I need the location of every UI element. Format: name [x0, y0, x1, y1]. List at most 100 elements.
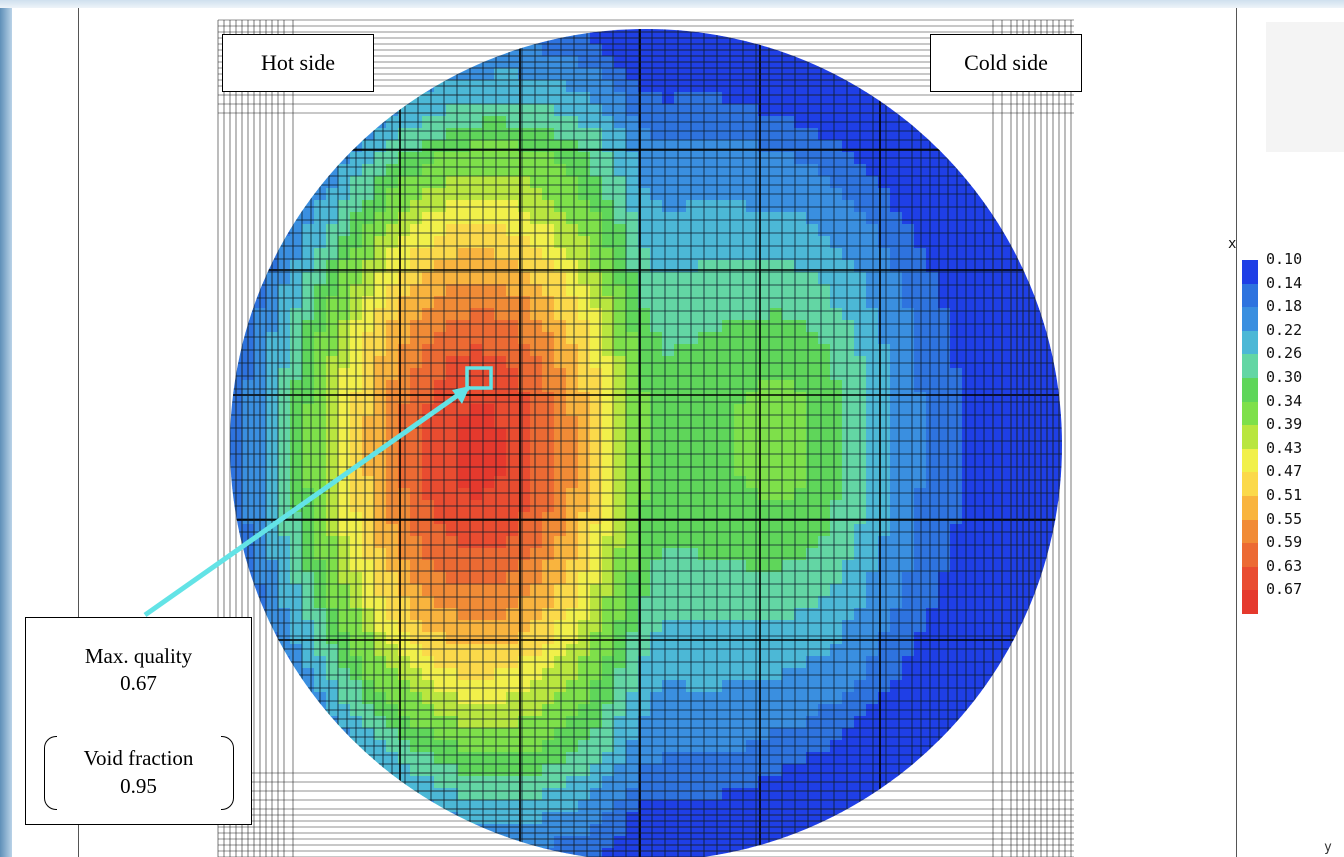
contour-cell: [962, 632, 975, 645]
contour-cell: [590, 620, 603, 633]
contour-cell: [614, 476, 627, 489]
contour-cell: [1034, 236, 1047, 249]
contour-cell: [1070, 368, 1083, 381]
contour-cell: [770, 416, 783, 429]
contour-cell: [938, 212, 951, 225]
contour-cell: [386, 836, 399, 849]
contour-cell: [950, 824, 963, 837]
contour-cell: [458, 452, 471, 465]
contour-cell: [674, 764, 687, 777]
contour-cell: [998, 368, 1011, 381]
contour-cell: [578, 200, 591, 213]
contour-cell: [686, 440, 699, 453]
contour-cell: [1034, 416, 1047, 429]
contour-cell: [962, 236, 975, 249]
contour-cell: [746, 824, 759, 837]
contour-cell: [554, 284, 567, 297]
contour-cell: [878, 440, 891, 453]
contour-cell: [506, 128, 519, 141]
contour-cell: [938, 416, 951, 429]
contour-cell: [890, 524, 903, 537]
contour-cell: [926, 272, 939, 285]
contour-cell: [338, 728, 351, 741]
contour-cell: [650, 404, 663, 417]
contour-cell: [638, 428, 651, 441]
contour-cell: [434, 104, 447, 117]
contour-cell: [938, 404, 951, 417]
contour-cell: [830, 332, 843, 345]
contour-cell: [1022, 284, 1035, 297]
contour-cell: [722, 824, 735, 837]
contour-cell: [938, 452, 951, 465]
contour-cell: [626, 536, 639, 549]
contour-cell: [590, 752, 603, 765]
contour-cell: [926, 560, 939, 573]
contour-cell: [530, 92, 543, 105]
contour-cell: [758, 452, 771, 465]
contour-cell: [1046, 704, 1059, 717]
contour-cell: [1070, 392, 1083, 405]
contour-cell: [590, 548, 603, 561]
contour-cell: [902, 560, 915, 573]
contour-cell: [842, 488, 855, 501]
contour-cell: [878, 800, 891, 813]
contour-cell: [434, 416, 447, 429]
contour-cell: [710, 128, 723, 141]
contour-cell: [590, 224, 603, 237]
contour-cell: [746, 92, 759, 105]
contour-cell: [398, 236, 411, 249]
contour-cell: [530, 632, 543, 645]
contour-cell: [734, 728, 747, 741]
contour-cell: [674, 416, 687, 429]
contour-cell: [362, 272, 375, 285]
contour-cell: [1070, 644, 1083, 657]
contour-cell: [782, 380, 795, 393]
contour-cell: [878, 608, 891, 621]
contour-cell: [1046, 764, 1059, 777]
contour-cell: [866, 248, 879, 261]
contour-cell: [830, 392, 843, 405]
contour-cell: [494, 284, 507, 297]
contour-cell: [362, 764, 375, 777]
contour-cell: [446, 476, 459, 489]
contour-cell: [866, 176, 879, 189]
contour-cell: [638, 212, 651, 225]
contour-cell: [782, 428, 795, 441]
contour-cell: [902, 236, 915, 249]
contour-cell: [818, 428, 831, 441]
contour-cell: [686, 524, 699, 537]
contour-cell: [998, 224, 1011, 237]
contour-cell: [578, 212, 591, 225]
contour-cell: [746, 716, 759, 729]
contour-cell: [1046, 584, 1059, 597]
contour-cell: [1070, 416, 1083, 429]
contour-cell: [986, 164, 999, 177]
contour-cell: [950, 248, 963, 261]
contour-cell: [746, 812, 759, 825]
contour-cell: [674, 176, 687, 189]
contour-cell: [902, 716, 915, 729]
contour-cell: [926, 332, 939, 345]
contour-cell: [914, 476, 927, 489]
contour-cell: [590, 440, 603, 453]
contour-cell: [530, 836, 543, 849]
contour-cell: [302, 716, 315, 729]
contour-cell: [314, 128, 327, 141]
contour-cell: [782, 224, 795, 237]
contour-cell: [494, 200, 507, 213]
contour-cell: [290, 836, 303, 849]
contour-cell: [1058, 536, 1062, 549]
contour-cell: [626, 380, 639, 393]
contour-cell: [434, 164, 447, 177]
contour-cell: [470, 404, 483, 417]
contour-cell: [974, 224, 987, 237]
contour-cell: [914, 128, 927, 141]
contour-cell: [974, 320, 987, 333]
contour-cell: [638, 512, 651, 525]
contour-cell: [962, 284, 975, 297]
contour-cell: [806, 236, 819, 249]
contour-cell: [974, 380, 987, 393]
contour-cell: [962, 248, 975, 261]
contour-cell: [374, 464, 387, 477]
contour-cell: [710, 320, 723, 333]
